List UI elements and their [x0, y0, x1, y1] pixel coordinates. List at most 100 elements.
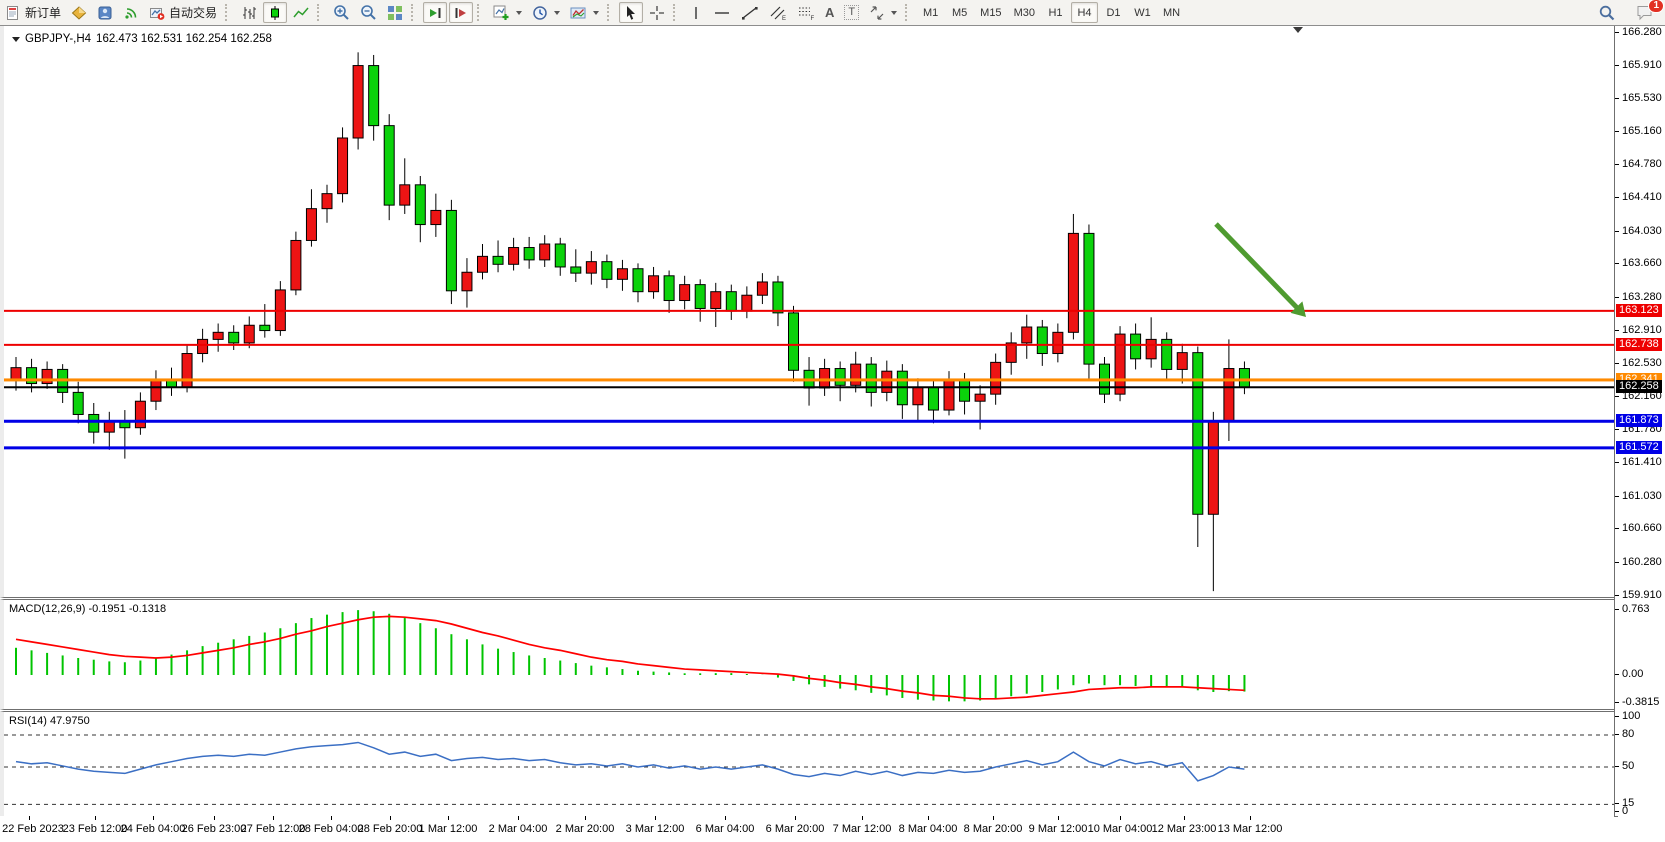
candle[interactable] [1036, 326, 1048, 355]
timeframe-h4[interactable]: H4 [1070, 2, 1098, 23]
text-label-tool[interactable]: T [840, 2, 863, 23]
candle[interactable] [477, 255, 488, 273]
timeframe-w1[interactable]: W1 [1129, 2, 1156, 23]
candle[interactable] [1067, 232, 1079, 333]
zoom-out-button[interactable] [356, 2, 381, 23]
candle[interactable] [72, 391, 84, 415]
timeframe-m30[interactable]: M30 [1009, 2, 1040, 23]
timeframe-mn[interactable]: MN [1158, 2, 1185, 23]
candle[interactable] [881, 370, 893, 393]
candlestick-chart-canvas[interactable] [4, 26, 1614, 597]
trend-arrow-annotation[interactable] [1290, 301, 1306, 317]
price-axis[interactable]: 166.280 165.910 165.530 165.160 164.780 164.4… [1614, 26, 1665, 817]
chart-shift-marker[interactable] [1293, 27, 1303, 33]
candle[interactable] [337, 137, 349, 195]
candle[interactable] [10, 367, 22, 380]
candle[interactable] [88, 413, 100, 433]
crosshair-button[interactable] [645, 2, 669, 23]
text-tool[interactable]: A [821, 2, 838, 23]
horizontal-level-line[interactable] [4, 386, 1614, 389]
candle[interactable] [399, 184, 411, 206]
candle[interactable] [414, 184, 426, 226]
candle[interactable] [663, 275, 675, 302]
templates-button[interactable] [566, 2, 603, 23]
candle[interactable] [430, 209, 442, 226]
candle[interactable] [974, 393, 986, 402]
timeframe-h1[interactable]: H1 [1042, 2, 1069, 23]
auto-scroll-button[interactable] [423, 2, 448, 23]
candle[interactable] [788, 312, 799, 371]
one-click-trading-icon[interactable] [12, 36, 20, 42]
rsi-pane[interactable]: RSI(14) 47.9750 [0, 711, 1618, 817]
candle[interactable] [1176, 352, 1188, 370]
candle[interactable] [865, 363, 877, 393]
candle[interactable] [1130, 333, 1142, 360]
candle[interactable] [259, 324, 271, 332]
metaeditor-button[interactable] [93, 2, 117, 23]
macd-pane[interactable]: MACD(12,26,9) -0.1951 -0.1318 [0, 599, 1618, 710]
indicators-button[interactable] [67, 2, 91, 23]
candle[interactable] [243, 324, 255, 344]
timeframe-d1[interactable]: D1 [1100, 2, 1127, 23]
candle[interactable] [352, 65, 364, 139]
candle[interactable] [1145, 338, 1157, 360]
candle[interactable] [508, 247, 520, 265]
candlestick-chart-button[interactable] [263, 2, 288, 23]
fibonacci-tool[interactable]: F [793, 2, 819, 23]
candle[interactable] [1005, 342, 1017, 363]
new-chart-button[interactable] [489, 2, 526, 23]
candle[interactable] [1238, 368, 1250, 388]
line-chart-button[interactable] [289, 2, 313, 23]
candle[interactable] [710, 291, 722, 309]
price-level-badge[interactable]: 162.738 [1616, 337, 1662, 351]
timeframe-m1[interactable]: M1 [917, 2, 944, 23]
candle[interactable] [616, 268, 628, 280]
price-pane[interactable]: GBPJPY-,H4 162.473 162.531 162.254 162.2… [0, 26, 1618, 598]
candle[interactable] [383, 125, 395, 206]
horizontal-level-line[interactable] [4, 378, 1614, 382]
signals-button[interactable] [119, 2, 143, 23]
candle[interactable] [1052, 331, 1064, 355]
tile-windows-button[interactable] [383, 2, 407, 23]
candle[interactable] [197, 338, 209, 355]
candle[interactable] [26, 367, 38, 385]
candle[interactable] [41, 368, 53, 385]
autotrading-button[interactable]: 自动交易 [145, 2, 221, 23]
timeframe-m5[interactable]: M5 [946, 2, 973, 23]
candle[interactable] [741, 294, 753, 312]
new-order-button[interactable]: 新订单 [1, 2, 65, 23]
candle[interactable] [539, 243, 551, 261]
candle[interactable] [679, 284, 691, 302]
rsi-chart-canvas[interactable] [4, 712, 1614, 816]
candle[interactable] [834, 368, 846, 386]
candle[interactable] [212, 331, 224, 340]
candle[interactable] [1021, 326, 1033, 344]
horizontal-level-line[interactable] [4, 446, 1614, 450]
candle[interactable] [368, 65, 380, 127]
candle[interactable] [1161, 338, 1173, 370]
candle[interactable] [492, 255, 504, 265]
candle[interactable] [181, 353, 193, 388]
price-level-badge[interactable]: 163.123 [1616, 303, 1662, 317]
candle[interactable] [850, 363, 862, 386]
zoom-in-button[interactable] [329, 2, 354, 23]
candle[interactable] [772, 281, 784, 314]
price-level-badge[interactable]: 161.873 [1616, 414, 1662, 428]
channel-tool[interactable]: E [765, 2, 791, 23]
candle[interactable] [927, 386, 939, 411]
candle[interactable] [1207, 421, 1219, 515]
candle[interactable] [648, 275, 660, 293]
candle[interactable] [912, 386, 924, 406]
timeframe-m15[interactable]: M15 [975, 2, 1006, 23]
candle[interactable] [134, 400, 146, 429]
candle[interactable] [725, 291, 737, 312]
candle[interactable] [959, 379, 971, 402]
candle[interactable] [228, 331, 240, 344]
candle[interactable] [1083, 232, 1095, 365]
notifications-button[interactable]: 1 [1632, 0, 1664, 23]
candle[interactable] [990, 361, 1002, 395]
candle[interactable] [601, 261, 613, 280]
candle[interactable] [943, 379, 955, 411]
candle[interactable] [554, 243, 566, 268]
search-button[interactable] [1594, 2, 1620, 23]
